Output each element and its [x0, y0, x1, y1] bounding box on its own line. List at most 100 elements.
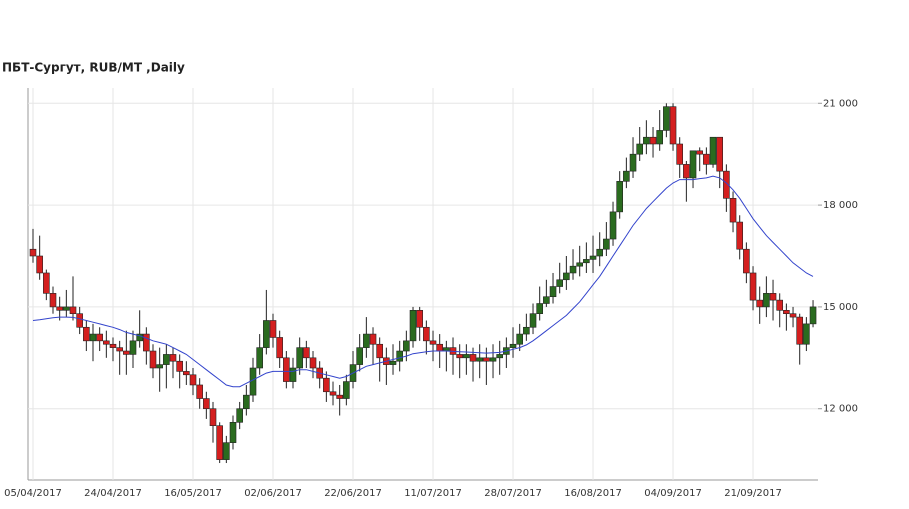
candle-body: [223, 442, 230, 460]
moving-average-line: [32, 175, 814, 388]
candle-body: [189, 374, 197, 386]
candle-body: [676, 143, 683, 165]
candle-body: [636, 143, 643, 155]
candle-body: [649, 136, 657, 145]
candle-body: [149, 350, 157, 369]
candle-body: [756, 299, 764, 308]
candle-body: [256, 347, 263, 369]
candle-body: [109, 343, 117, 348]
y-tick-label: 21 000: [823, 98, 858, 109]
x-tick-label: 02/06/2017: [244, 488, 302, 499]
candle-body: [229, 422, 237, 443]
candle-body: [563, 272, 570, 281]
candle-body: [743, 248, 750, 274]
candle-body: [423, 326, 430, 342]
candle-body: [63, 306, 70, 311]
candle-body: [789, 313, 797, 318]
candle-body: [263, 320, 270, 348]
candle-body: [483, 357, 490, 362]
candle-body: [356, 347, 363, 365]
candle-body: [696, 150, 704, 155]
candle-body: [376, 343, 383, 359]
candle-body: [143, 333, 150, 352]
y-tick-label: 18 000: [823, 200, 858, 211]
candle-body: [656, 130, 663, 145]
candle-body: [596, 248, 603, 257]
x-tick-label: 22/06/2017: [324, 488, 382, 499]
candle-body: [243, 394, 250, 410]
x-tick-label: 16/08/2017: [564, 488, 622, 499]
candle-body: [609, 211, 617, 240]
candle-body: [369, 333, 377, 345]
x-tick-label: 05/04/2017: [4, 488, 62, 499]
candle-body: [249, 367, 257, 396]
candle-body: [549, 286, 557, 298]
candle-body: [156, 364, 163, 369]
candle-body: [389, 360, 397, 365]
candle-body: [496, 354, 503, 359]
candle-body: [276, 337, 283, 359]
candle-body: [436, 343, 443, 352]
candle-body: [303, 347, 310, 359]
candle-body: [183, 371, 190, 376]
candle-body: [36, 255, 43, 274]
candle-body: [409, 310, 417, 342]
y-tick-label: 12 000: [823, 404, 858, 415]
candle-body: [769, 293, 777, 301]
candle-body: [103, 340, 110, 345]
candle-body: [603, 238, 610, 250]
candle-body: [796, 316, 804, 345]
candle-body: [489, 357, 497, 362]
x-tick-label: 21/09/2017: [724, 488, 782, 499]
candle-body: [89, 333, 97, 342]
candle-body: [56, 306, 63, 311]
candle-body: [509, 343, 517, 348]
candle-body: [809, 306, 817, 325]
chart-title: ПБТ-Сургут, RUB/MT ,Daily: [2, 61, 185, 75]
candle-body: [323, 377, 330, 393]
candle-body: [729, 198, 737, 223]
candle-body: [463, 354, 470, 359]
candle-body: [643, 136, 650, 145]
x-tick-label: 04/09/2017: [644, 488, 702, 499]
candle-body: [469, 354, 477, 362]
candle-body: [736, 221, 744, 250]
candle-body: [749, 272, 757, 301]
candle-body: [623, 170, 630, 182]
candle-body: [403, 340, 410, 352]
candle-body: [309, 357, 317, 369]
candle-body: [456, 354, 463, 359]
candle-body: [689, 150, 697, 179]
candle-body: [129, 340, 137, 355]
candle-body: [583, 259, 590, 264]
candle-body: [429, 340, 437, 345]
y-tick-label: 15 000: [823, 302, 858, 313]
candle-body: [329, 391, 337, 396]
candle-body: [783, 310, 790, 314]
x-tick-label: 24/04/2017: [84, 488, 142, 499]
candle-body: [629, 153, 637, 172]
candle-body: [196, 384, 203, 399]
candle-body: [163, 354, 170, 365]
candle-body: [176, 360, 183, 372]
candle-body: [703, 153, 710, 165]
candle-body: [716, 136, 724, 172]
candle-body: [709, 136, 717, 165]
candle-body: [209, 408, 217, 426]
candle-body: [683, 164, 690, 179]
candle-body: [136, 333, 143, 342]
candle-body: [96, 333, 103, 342]
candle-body: [43, 272, 50, 294]
candle-body: [283, 357, 290, 382]
candle-body: [116, 347, 123, 352]
candle-body: [663, 106, 670, 131]
candle-body: [416, 310, 423, 328]
candle-body: [216, 425, 223, 460]
candle-body: [49, 293, 57, 308]
candle-body: [396, 350, 403, 362]
candle-body: [536, 303, 543, 314]
candle-body: [723, 170, 730, 199]
x-tick-label: 11/07/2017: [404, 488, 462, 499]
candle-body: [616, 181, 623, 213]
